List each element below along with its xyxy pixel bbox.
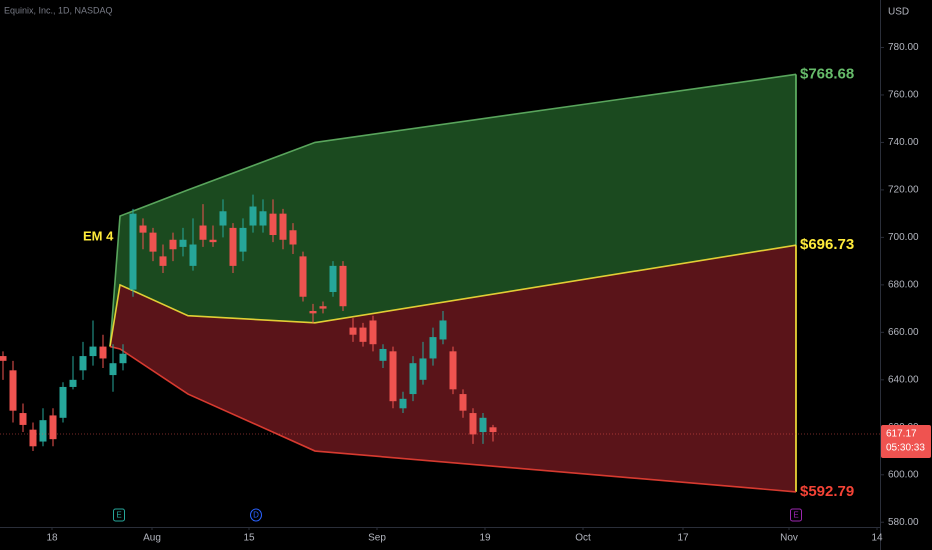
band-end-label: $768.68	[800, 65, 854, 82]
event-marker	[790, 508, 802, 522]
event-label: E	[793, 511, 798, 520]
x-tick-label: 14	[871, 533, 883, 544]
y-tick-label: 740.00	[888, 137, 919, 148]
candle-body	[339, 265, 347, 307]
candle-body	[419, 358, 427, 380]
last-price-label: 617.17	[886, 429, 917, 440]
candle-body	[0, 356, 7, 361]
x-tick-label: Sep	[368, 533, 386, 544]
candle-body	[219, 211, 227, 226]
y-tick-label: 760.00	[888, 90, 919, 101]
y-tick-label: 680.00	[888, 280, 919, 291]
candle-body	[69, 379, 77, 387]
upper-band	[110, 74, 796, 347]
candle-body	[249, 206, 257, 226]
last-price-box	[881, 425, 931, 459]
event-label: E	[116, 511, 121, 520]
candle-body	[299, 256, 307, 297]
y-tick-label: 700.00	[888, 232, 919, 243]
y-tick-label: 780.00	[888, 42, 919, 53]
candle-body	[149, 232, 157, 252]
band-end-label: $592.79	[800, 483, 854, 500]
candle-body	[319, 306, 327, 309]
candle-body	[259, 211, 267, 226]
candle-body	[489, 427, 497, 433]
candle-body	[279, 213, 287, 240]
x-tick-label: 17	[677, 533, 689, 544]
band-line	[109, 244, 797, 347]
candle-body	[309, 310, 317, 314]
candle-body	[429, 337, 437, 359]
candle-body	[209, 239, 217, 243]
band-end-label: $696.73	[800, 236, 854, 253]
y-axis-label: USD	[888, 7, 909, 18]
y-tick-label: 660.00	[888, 327, 919, 338]
candle-body	[479, 417, 487, 433]
candle-body	[239, 227, 247, 252]
candle-body	[459, 394, 467, 411]
candle-body	[19, 413, 27, 425]
candle-body	[79, 356, 87, 371]
candle-body	[469, 413, 477, 435]
candle-body	[169, 239, 177, 250]
candle-body	[59, 386, 67, 418]
candle-body	[399, 398, 407, 409]
candle-body	[289, 230, 297, 245]
candle-body	[29, 429, 37, 447]
candle-body	[269, 213, 277, 236]
x-tick-label: 18	[46, 533, 58, 544]
candle-body	[139, 225, 147, 233]
candle-body	[119, 353, 127, 364]
band-line	[109, 73, 797, 347]
candle-body	[439, 320, 447, 340]
x-tick-label: Aug	[143, 533, 161, 544]
y-tick-label: 720.00	[888, 185, 919, 196]
candle-body	[129, 213, 137, 290]
candle-body	[99, 346, 107, 359]
candle-body	[329, 265, 337, 292]
x-tick-label: Nov	[780, 533, 798, 544]
candle-body	[389, 351, 397, 402]
event-marker	[250, 508, 262, 522]
event-marker	[113, 508, 125, 522]
x-tick-label: Oct	[575, 533, 591, 544]
candle-body	[349, 327, 357, 335]
candle-body	[449, 351, 457, 390]
candle-body	[179, 239, 187, 247]
y-tick-label: 600.00	[888, 469, 919, 480]
candle-body	[49, 415, 57, 440]
x-tick-label: 19	[479, 533, 491, 544]
candle-body	[189, 244, 197, 266]
candle-body	[9, 370, 17, 411]
band-line	[109, 345, 797, 493]
candle-body	[89, 346, 97, 357]
y-tick-label: 640.00	[888, 374, 919, 385]
candle-body	[39, 420, 47, 442]
y-tick-label: 580.00	[888, 517, 919, 528]
candle-body	[229, 227, 237, 266]
chart-title: Equinix, Inc., 1D, NASDAQ	[4, 5, 113, 15]
candle-body	[409, 363, 417, 395]
event-label: D	[253, 511, 259, 520]
annotation: EM 4	[83, 228, 114, 243]
x-tick-label: 15	[243, 533, 255, 544]
candle-body	[369, 320, 377, 345]
countdown: 05:30:33	[886, 443, 925, 454]
candle-body	[359, 327, 367, 342]
candle-body	[379, 348, 387, 361]
candle-body	[159, 256, 167, 266]
candle-body	[199, 225, 207, 240]
candle-body	[109, 363, 117, 376]
